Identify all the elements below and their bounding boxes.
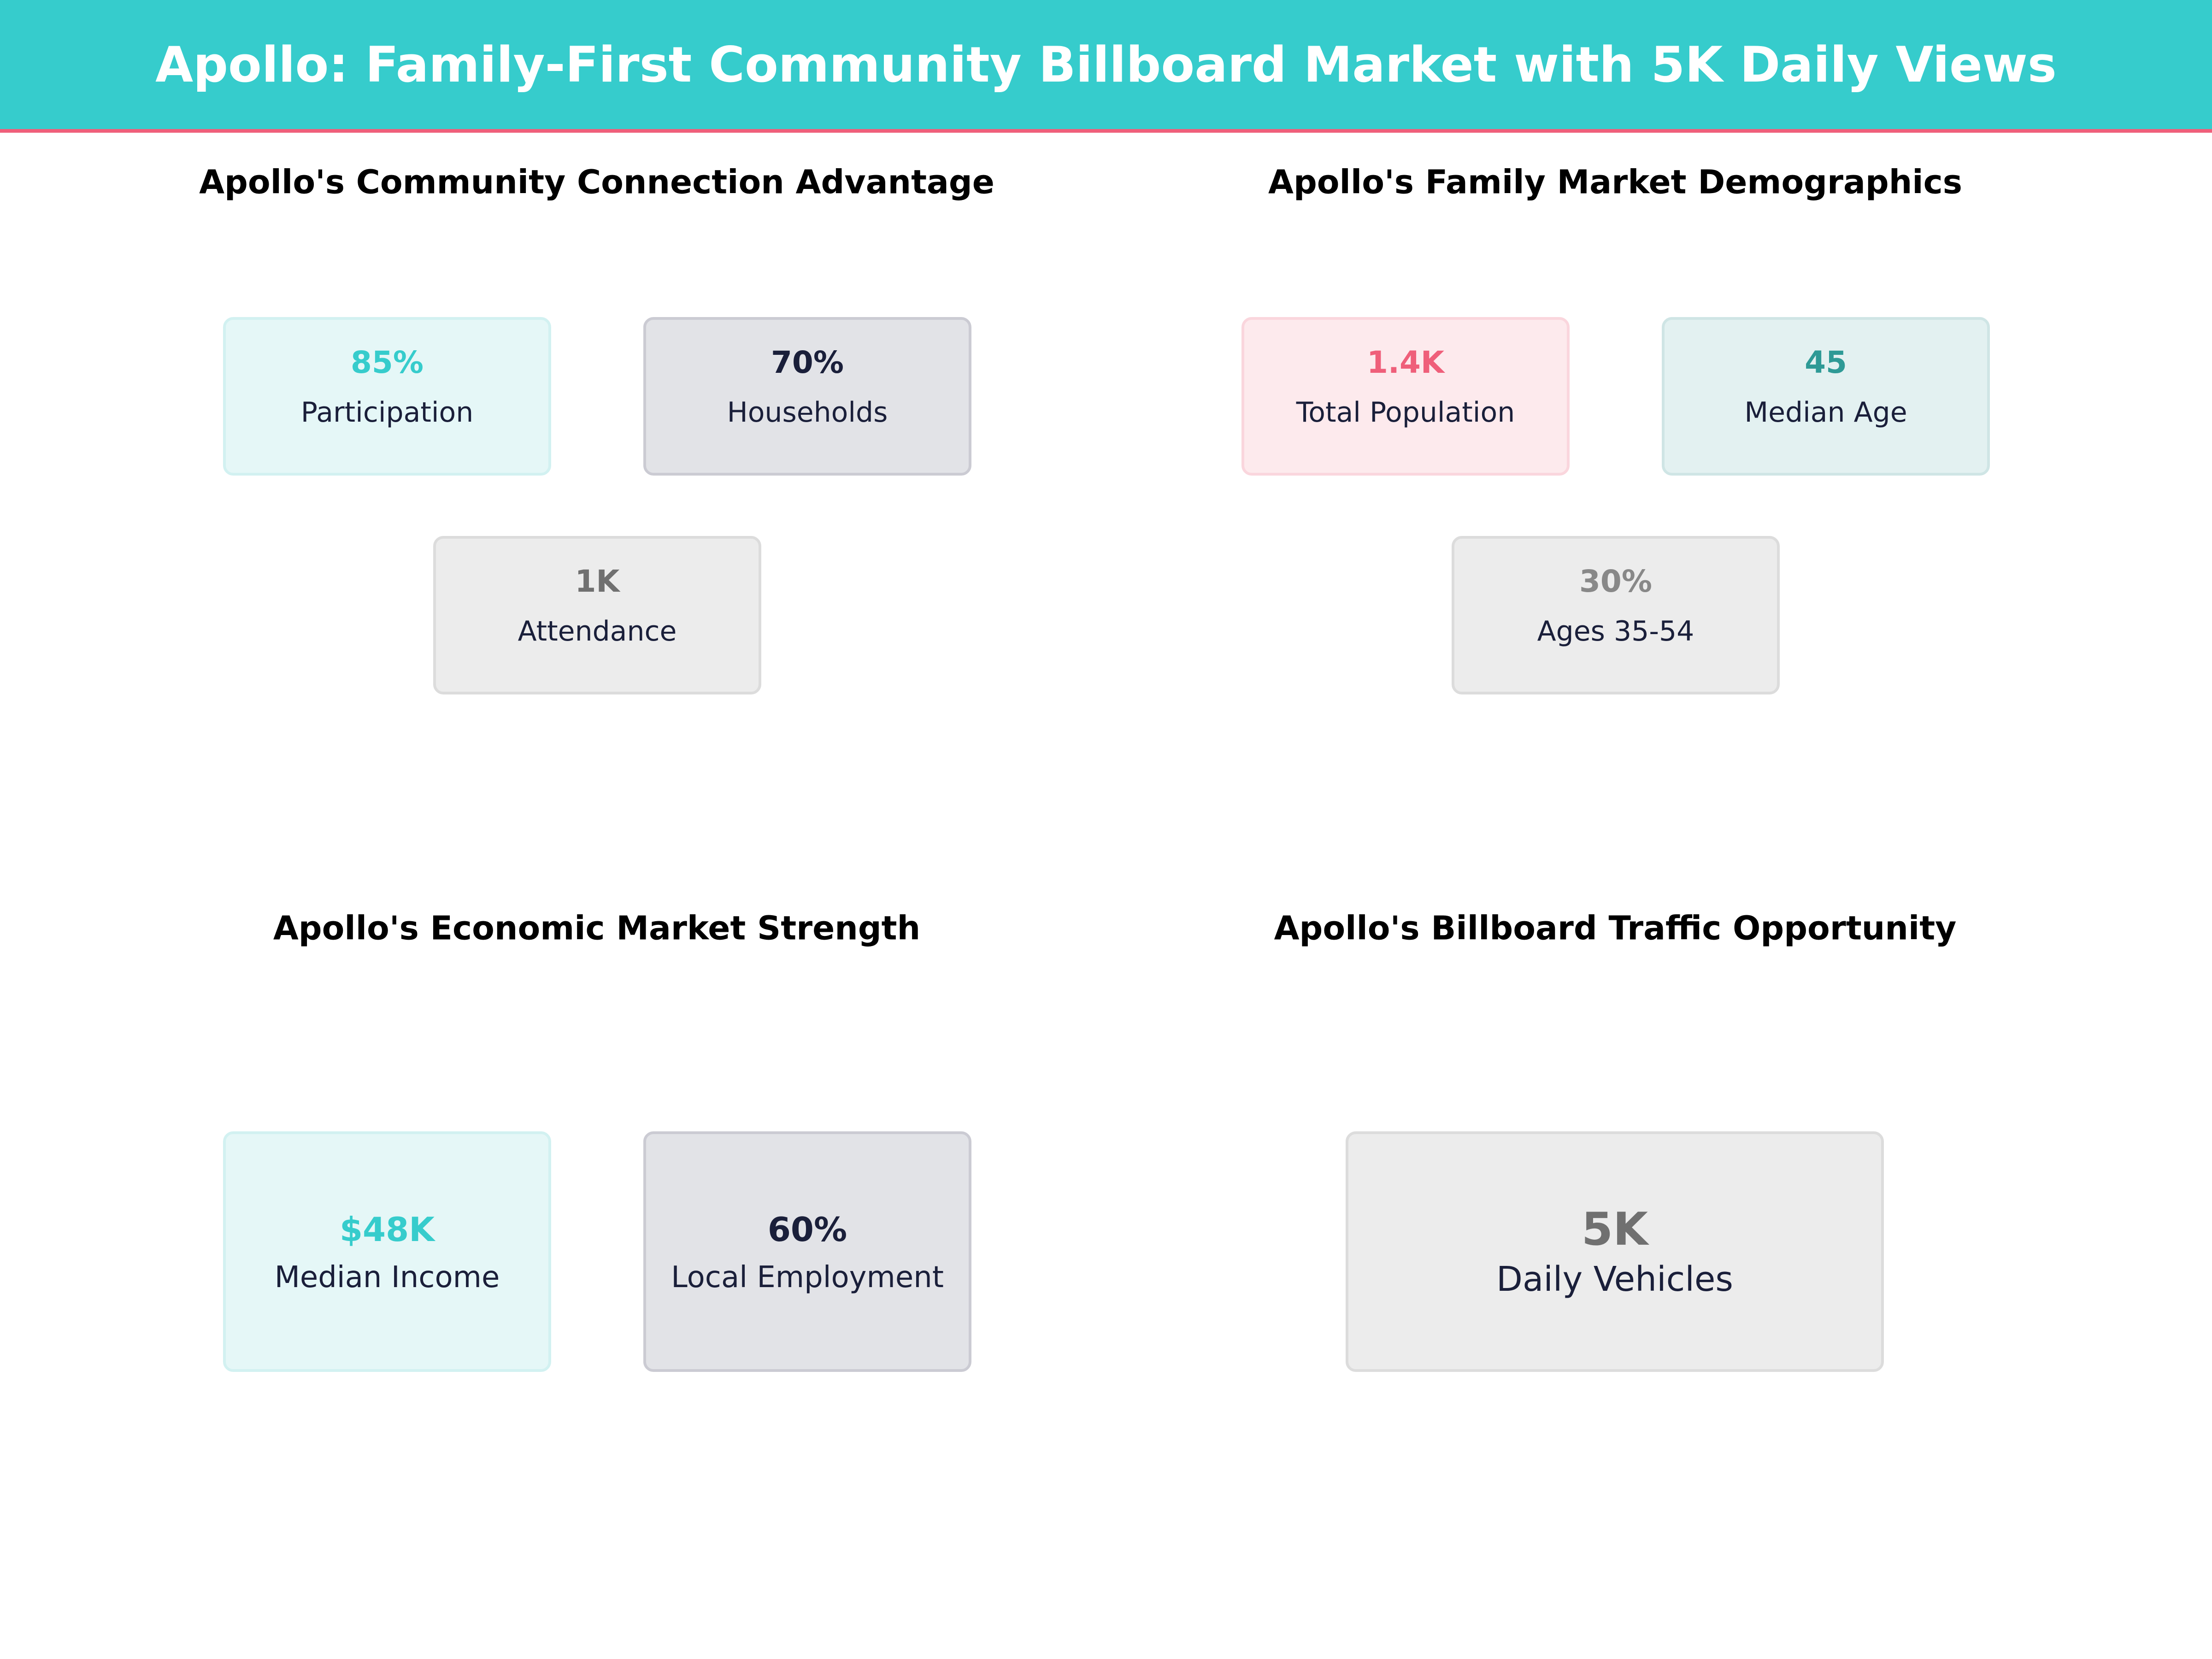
- metric-card-total-population: 1.4K Total Population: [1241, 317, 1570, 476]
- metric-card-daily-vehicles: 5K Daily Vehicles: [1346, 1131, 1884, 1372]
- metric-label: Households: [727, 396, 888, 429]
- metric-card-median-income: $48K Median Income: [223, 1131, 551, 1372]
- metric-card-median-age: 45 Median Age: [1662, 317, 1990, 476]
- metric-label: Median Age: [1744, 396, 1907, 429]
- metric-value: 1.4K: [1366, 345, 1445, 380]
- metric-card-households: 70% Households: [643, 317, 971, 476]
- panel-title-traffic: Apollo's Billboard Traffic Opportunity: [1274, 909, 1957, 947]
- panel-title-economic: Apollo's Economic Market Strength: [273, 909, 921, 947]
- metric-label: Attendance: [518, 615, 677, 647]
- panel-title-community: Apollo's Community Connection Advantage: [199, 163, 994, 201]
- metric-label: Ages 35-54: [1537, 615, 1694, 647]
- metric-value: 5K: [1581, 1203, 1648, 1256]
- metric-value: $48K: [339, 1210, 435, 1249]
- metric-value: 70%: [771, 345, 844, 380]
- panel-title-demographics: Apollo's Family Market Demographics: [1268, 163, 1962, 201]
- metric-label: Median Income: [274, 1260, 500, 1294]
- metric-value: 60%: [767, 1210, 847, 1249]
- metric-value: 45: [1805, 345, 1847, 380]
- metric-card-local-employment: 60% Local Employment: [643, 1131, 971, 1372]
- metric-label: Total Population: [1296, 396, 1515, 429]
- metric-card-attendance: 1K Attendance: [433, 536, 761, 694]
- page-title: Apollo: Family-First Community Billboard…: [155, 36, 2057, 93]
- metric-card-participation: 85% Participation: [223, 317, 551, 476]
- metric-value: 1K: [575, 564, 620, 599]
- header-banner: Apollo: Family-First Community Billboard…: [0, 0, 2212, 133]
- metric-value: 85%: [351, 345, 424, 380]
- metric-value: 30%: [1579, 564, 1652, 599]
- metric-label: Local Employment: [671, 1260, 944, 1294]
- metric-card-ages-35-54: 30% Ages 35-54: [1452, 536, 1780, 694]
- metric-label: Participation: [300, 396, 474, 429]
- metric-label: Daily Vehicles: [1496, 1259, 1733, 1299]
